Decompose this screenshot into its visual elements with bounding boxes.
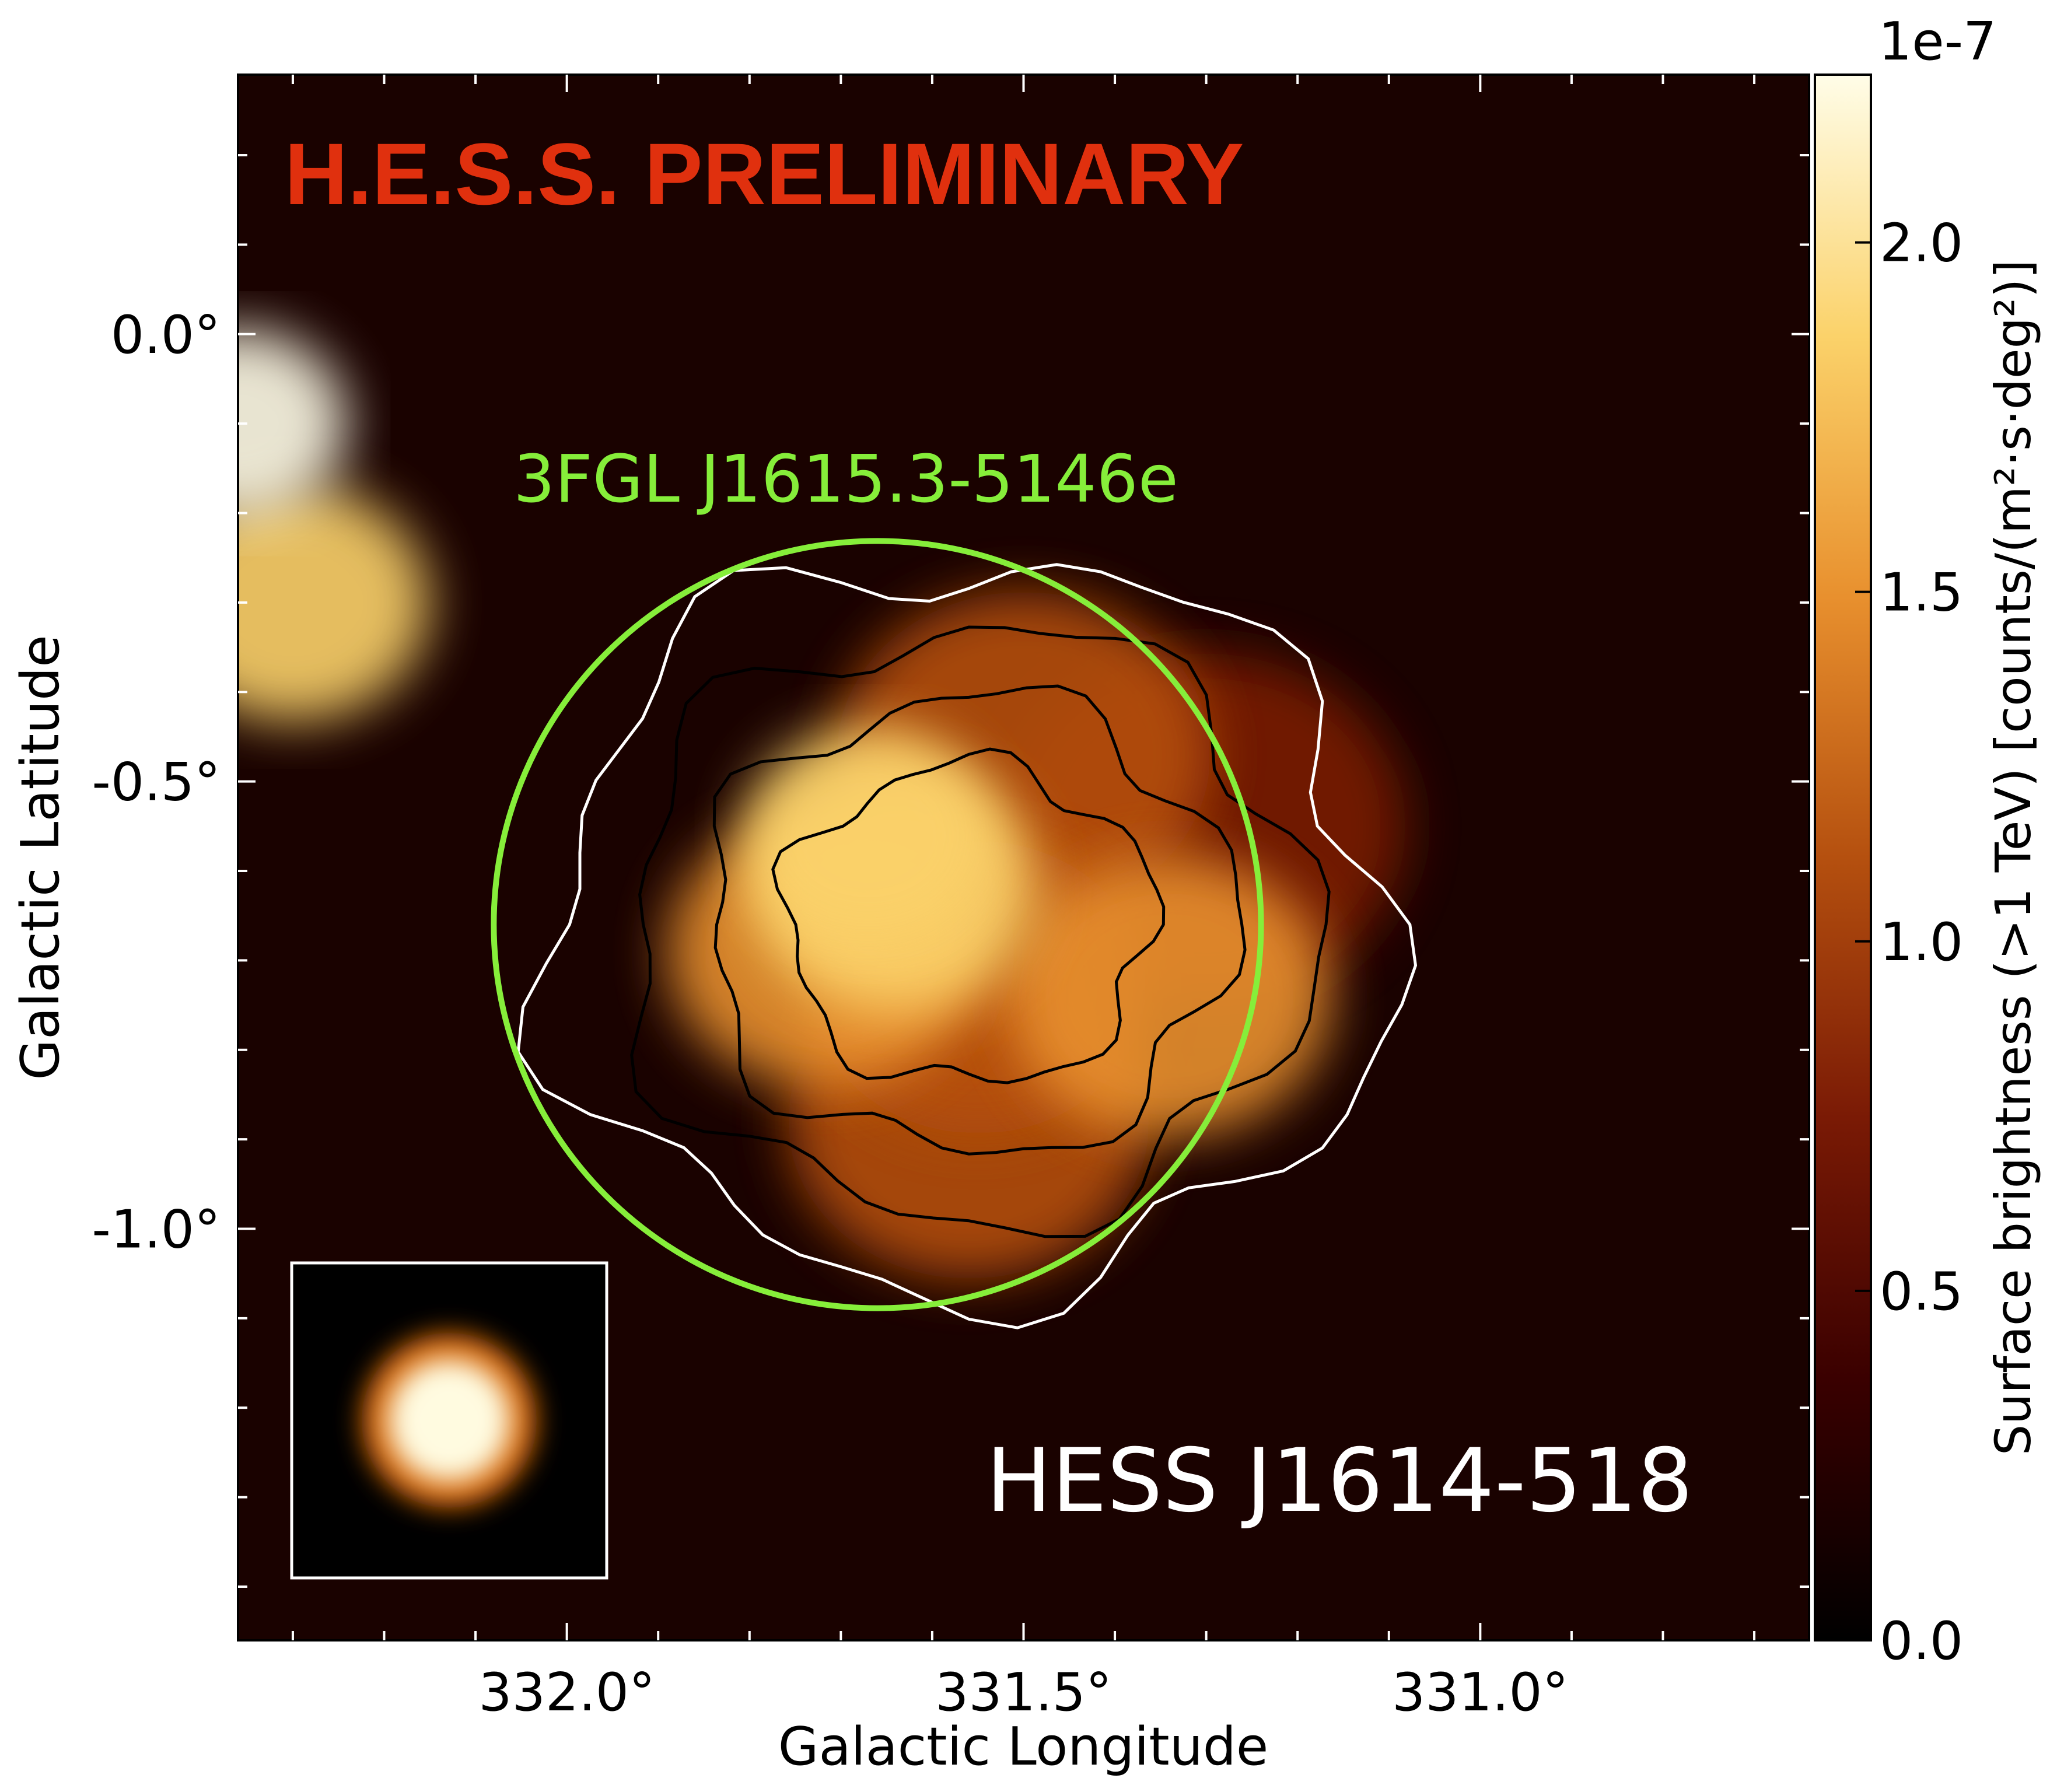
colorbar-label: Surface brightness (>1 TeV) [counts/(m²·… xyxy=(1985,260,2042,1455)
chart-title: H.E.S.S. PRELIMINARY xyxy=(285,125,1244,223)
contour-2 xyxy=(712,684,1247,1156)
emission-blob-4 xyxy=(1007,855,1332,1137)
emission-blob-8 xyxy=(744,727,992,943)
contour-0 xyxy=(516,563,1418,1329)
hess-source-label: HESS J1614-518 xyxy=(986,1430,1693,1532)
contour-1 xyxy=(630,625,1331,1238)
colorbar: 0.0 0.5 1.0 1.5 2.0 1e-7 Surface brightness … xyxy=(1814,11,2042,1672)
contour-3 xyxy=(771,747,1166,1084)
colorbar-tick-label: 1.5 xyxy=(1880,562,1963,624)
x-tick-label: 332.0° xyxy=(478,1662,655,1723)
emission-layer xyxy=(238,328,1406,1279)
emission-blob-9 xyxy=(238,328,347,519)
x-tick-label: 331.5° xyxy=(935,1662,1112,1723)
colorbar-tick-label: 2.0 xyxy=(1880,213,1963,274)
fermi-source-label: 3FGL J1615.3-5146e xyxy=(513,442,1178,517)
colorbar-ticks: 0.0 0.5 1.0 1.5 2.0 xyxy=(1855,213,1963,1672)
colorbar-tick-label: 1.0 xyxy=(1880,912,1963,973)
psf-core xyxy=(388,1359,510,1482)
x-axis-label: Galactic Longitude xyxy=(778,1716,1269,1777)
y-tick-labels: 0.0° -0.5° -1.0° xyxy=(92,304,221,1261)
frame-ticks xyxy=(238,75,1809,1640)
y-tick-label: 0.0° xyxy=(111,304,221,366)
colorbar-tick-label: 0.5 xyxy=(1880,1261,1963,1322)
colorbar-scale-label: 1e-7 xyxy=(1878,11,1996,72)
colorbar-tick-label: 0.0 xyxy=(1880,1611,1963,1672)
y-tick-label: -1.0° xyxy=(92,1199,221,1260)
contour-layer xyxy=(516,563,1418,1329)
emission-blob-7 xyxy=(238,484,429,722)
psf-inset xyxy=(290,1261,608,1580)
x-tick-labels: 332.0° 331.5° 331.0° xyxy=(478,1662,1568,1723)
x-tick-label: 331.0° xyxy=(1392,1662,1569,1723)
fermi-source-circle xyxy=(491,538,1264,1311)
y-tick-label: -0.5° xyxy=(92,752,221,813)
y-axis-label: Galactic Latitude xyxy=(10,635,71,1080)
colorbar-gradient xyxy=(1814,74,1872,1642)
